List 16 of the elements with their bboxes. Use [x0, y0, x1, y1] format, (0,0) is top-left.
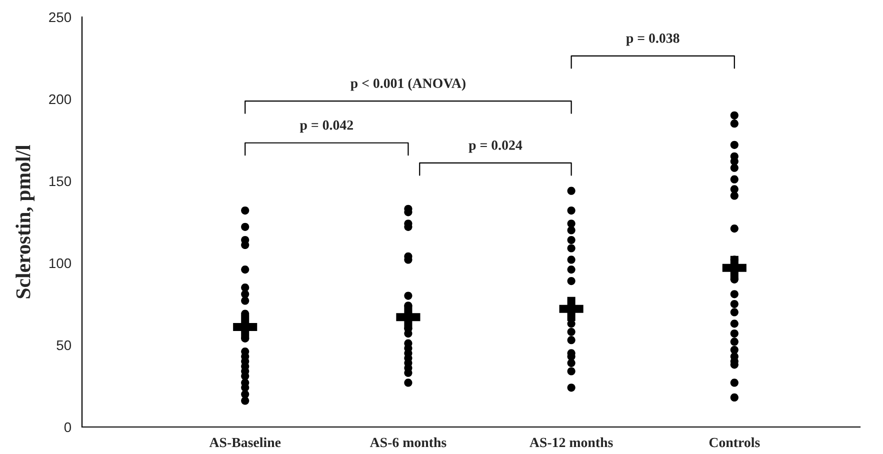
annotation: p < 0.001 (ANOVA): [350, 78, 466, 91]
y-axis-title: Sclerostin, pmol/l: [16, 144, 35, 298]
point: [559, 296, 584, 321]
y-tick-label: 50: [56, 340, 72, 350]
y-tick-label: 150: [49, 176, 72, 186]
annotation: p = 0.042: [300, 120, 353, 133]
y-tick-label: 250: [49, 12, 72, 22]
x-tick-label: AS-6 months: [370, 437, 446, 448]
y-tick-label: 0: [64, 422, 72, 432]
y-tick-label: 200: [49, 94, 72, 104]
y-tick-label: 100: [49, 258, 72, 268]
x-tick-label: Controls: [709, 437, 760, 448]
x-tick-label: AS-Baseline: [209, 437, 281, 448]
x-tick-label: AS-12 months: [530, 437, 613, 448]
annotation: p = 0.024: [468, 140, 522, 153]
annotation: p = 0.038: [626, 34, 680, 46]
